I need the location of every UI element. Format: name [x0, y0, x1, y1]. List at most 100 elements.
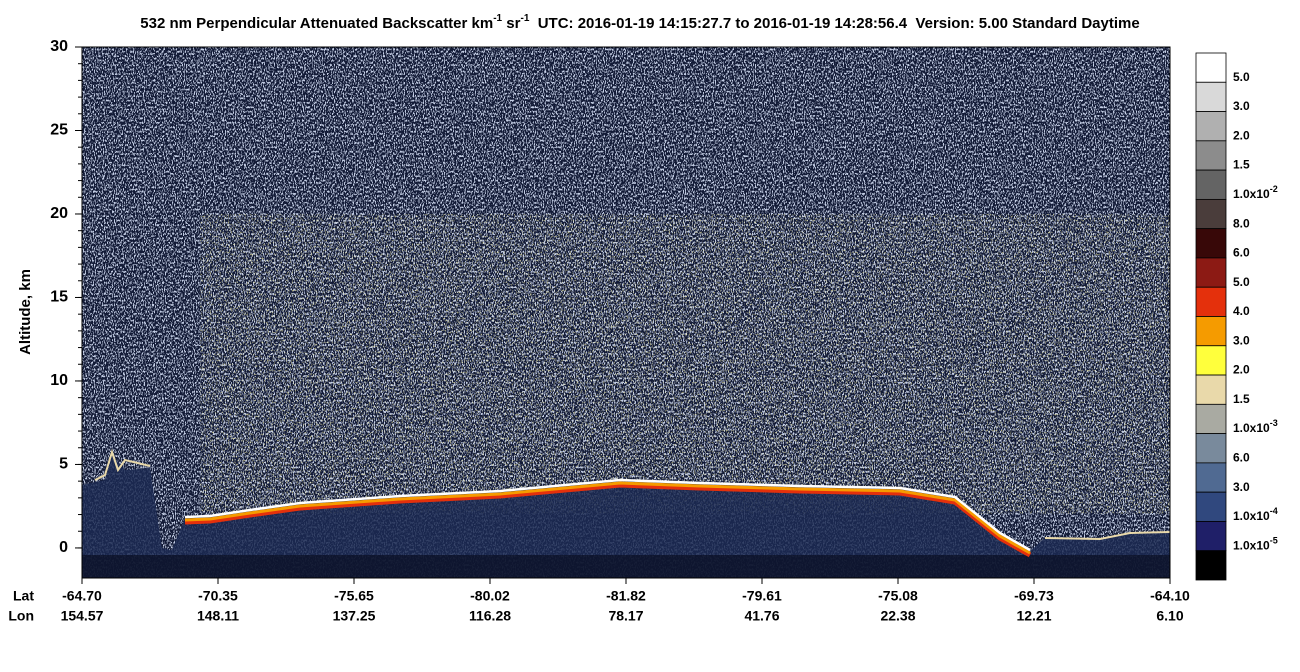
below-ground: [82, 555, 1170, 578]
colorbar-label-text: 1.0x10: [1233, 539, 1270, 553]
lat-label: -81.82: [606, 588, 646, 604]
colorbar-label-text: 2.0: [1233, 363, 1250, 377]
colorbar-swatch: [1195, 169, 1227, 200]
colorbar-label-text: 1.0x10: [1233, 509, 1270, 523]
colorbar-label: 1.0x10-4: [1233, 506, 1278, 523]
title-part: 532 nm Perpendicular Attenuated Backscat…: [140, 15, 493, 32]
lat-label: -79.61: [742, 588, 782, 604]
lat-label: -75.65: [334, 588, 374, 604]
title-superscript: -1: [493, 13, 502, 24]
colorbar-label: 3.0: [1233, 334, 1250, 348]
lon-label: 154.57: [61, 608, 104, 624]
colorbar-label-text: 5.0: [1233, 275, 1250, 289]
colorbar-swatch: [1195, 111, 1227, 142]
colorbar-swatch: [1195, 403, 1227, 435]
colorbar-label-exp: -3: [1270, 419, 1278, 429]
image-speckle: [200, 214, 1170, 514]
colorbar-swatch: [1195, 81, 1227, 112]
colorbar-label-text: 1.0x10: [1233, 421, 1270, 435]
colorbar-label-text: 1.5: [1233, 158, 1250, 172]
colorbar-label: 5.0: [1233, 70, 1250, 84]
colorbar-swatch: [1195, 286, 1227, 317]
colorbar-label-text: 8.0: [1233, 216, 1250, 230]
colorbar-swatch: [1195, 491, 1227, 522]
lon-label: 78.17: [608, 608, 643, 624]
lon-row-label: Lon: [8, 608, 34, 624]
colorbar-swatch: [1195, 228, 1227, 259]
y-tick-label: 5: [59, 456, 68, 473]
y-tick-label: 25: [50, 122, 68, 139]
colorbar-label: 5.0: [1233, 275, 1250, 289]
colorbar-label: 3.0: [1233, 99, 1250, 113]
colorbar-label: 1.0x10-5: [1233, 536, 1278, 553]
y-axis-label: Altitude, km: [17, 269, 34, 355]
y-tick-label: 0: [59, 539, 68, 556]
colorbar-swatch: [1195, 316, 1227, 347]
surface-return-mid: [184, 481, 1031, 555]
colorbar-label: 6.0: [1233, 451, 1250, 465]
ground: [82, 455, 1170, 578]
colorbar-label-exp: -4: [1270, 506, 1278, 516]
colorbar-label: 2.0: [1233, 363, 1250, 377]
colorbar-swatch: [1195, 374, 1227, 405]
chart-title: 532 nm Perpendicular Attenuated Backscat…: [140, 13, 1139, 32]
y-tick-label: 20: [50, 205, 68, 222]
surface-return-right: [1044, 531, 1170, 541]
colorbar-label-text: 3.0: [1233, 480, 1250, 494]
title-part: UTC: 2016-01-19 14:15:27.7 to 2016-01-19…: [529, 15, 1139, 32]
y-tick-label: 30: [50, 38, 68, 55]
colorbar-label-exp: -5: [1270, 536, 1278, 546]
colorbar-label-exp: -2: [1270, 184, 1278, 194]
colorbar-label: 1.5: [1233, 392, 1250, 406]
title-part: sr: [502, 15, 521, 32]
colorbar-label-text: 3.0: [1233, 334, 1250, 348]
lon-label: 41.76: [744, 608, 779, 624]
colorbar-swatch: [1195, 257, 1227, 288]
lat-label: -64.10: [1150, 588, 1190, 604]
colorbar-label: 1.0x10-3: [1233, 419, 1278, 436]
colorbar-label-text: 1.5: [1233, 392, 1250, 406]
colorbar-label: 1.5: [1233, 158, 1250, 172]
colorbar: 5.03.02.01.51.0x10-28.06.05.04.03.02.01.…: [1195, 52, 1278, 581]
lon-label: 116.28: [469, 608, 511, 624]
lat-label: -69.73: [1014, 588, 1054, 604]
lon-label: 22.38: [880, 608, 915, 624]
colorbar-label: 1.0x10-2: [1233, 184, 1278, 201]
y-tick-label: 15: [50, 289, 68, 306]
lat-row-label: Lat: [13, 588, 34, 604]
colorbar-swatch: [1195, 462, 1227, 493]
lon-label: 6.10: [1156, 608, 1183, 624]
colorbar-label-text: 3.0: [1233, 99, 1250, 113]
surface-return: [184, 478, 1031, 552]
colorbar-label-text: 6.0: [1233, 451, 1250, 465]
lon-label: 12.21: [1016, 608, 1051, 624]
colorbar-label: 2.0: [1233, 129, 1250, 143]
colorbar-label: 3.0: [1233, 480, 1250, 494]
colorbar-label-text: 2.0: [1233, 129, 1250, 143]
colorbar-label-text: 5.0: [1233, 70, 1250, 84]
lat-label: -75.08: [878, 588, 918, 604]
colorbar-label-text: 1.0x10: [1233, 187, 1270, 201]
colorbar-label-text: 4.0: [1233, 304, 1250, 318]
backscatter-image: [82, 47, 1170, 578]
lat-label: -80.02: [470, 588, 510, 604]
colorbar-swatch: [1195, 345, 1227, 376]
colorbar-label-text: 6.0: [1233, 246, 1250, 260]
colorbar-swatch: [1195, 433, 1227, 464]
title-superscript: -1: [520, 13, 529, 24]
lon-label: 137.25: [333, 608, 376, 624]
lat-label: -70.35: [198, 588, 238, 604]
colorbar-label: 8.0: [1233, 216, 1250, 230]
colorbar-label: 4.0: [1233, 304, 1250, 318]
colorbar-swatch: [1195, 521, 1227, 552]
colorbar-swatch: [1195, 52, 1227, 83]
colorbar-swatch: [1195, 140, 1227, 171]
colorbar-label: 6.0: [1233, 246, 1250, 260]
y-tick-label: 10: [50, 372, 68, 389]
colorbar-swatch: [1195, 550, 1227, 581]
surface-return-left: [94, 448, 151, 481]
lon-label: 148.11: [197, 608, 239, 624]
colorbar-swatch: [1195, 198, 1227, 230]
